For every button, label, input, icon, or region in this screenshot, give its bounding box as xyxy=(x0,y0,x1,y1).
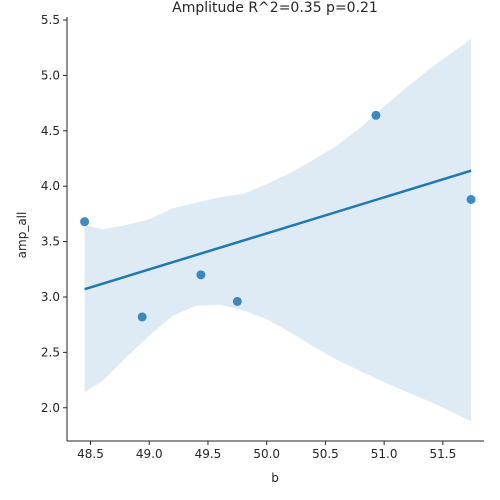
x-tick-label: 50.5 xyxy=(312,447,339,461)
y-tick-label: 2.0 xyxy=(41,401,60,415)
x-axis-label: b xyxy=(271,471,279,485)
x-tick-label: 51.5 xyxy=(430,447,457,461)
data-point xyxy=(137,312,147,322)
y-axis-label: amp_all xyxy=(15,212,29,259)
y-tick-label: 3.5 xyxy=(41,235,60,249)
y-tick-label: 4.0 xyxy=(41,179,60,193)
x-tick-label: 49.5 xyxy=(195,447,222,461)
data-point xyxy=(371,110,381,120)
x-tick-label: 48.5 xyxy=(77,447,104,461)
data-point xyxy=(80,217,90,227)
regression-line xyxy=(84,169,472,291)
x-tick-label: 50.0 xyxy=(253,447,280,461)
y-tick-label: 4.5 xyxy=(41,124,60,138)
y-tick-label: 5.0 xyxy=(41,68,60,82)
chart-title: Amplitude R^2=0.35 p=0.21 xyxy=(172,0,378,16)
x-tick-label: 51.0 xyxy=(371,447,398,461)
y-tick-label: 2.5 xyxy=(41,345,60,359)
data-point xyxy=(232,296,242,306)
plot-area: 48.5 49.0 49.5 50.0 50.5 51.0 51.5 2.0 2.5 3.0 3.5… xyxy=(41,13,484,461)
x-tick-label: 49.0 xyxy=(136,447,163,461)
y-tick-label: 5.5 xyxy=(41,13,60,27)
data-point xyxy=(196,270,206,280)
data-point xyxy=(466,194,476,204)
y-tick-label: 3.0 xyxy=(41,290,60,304)
